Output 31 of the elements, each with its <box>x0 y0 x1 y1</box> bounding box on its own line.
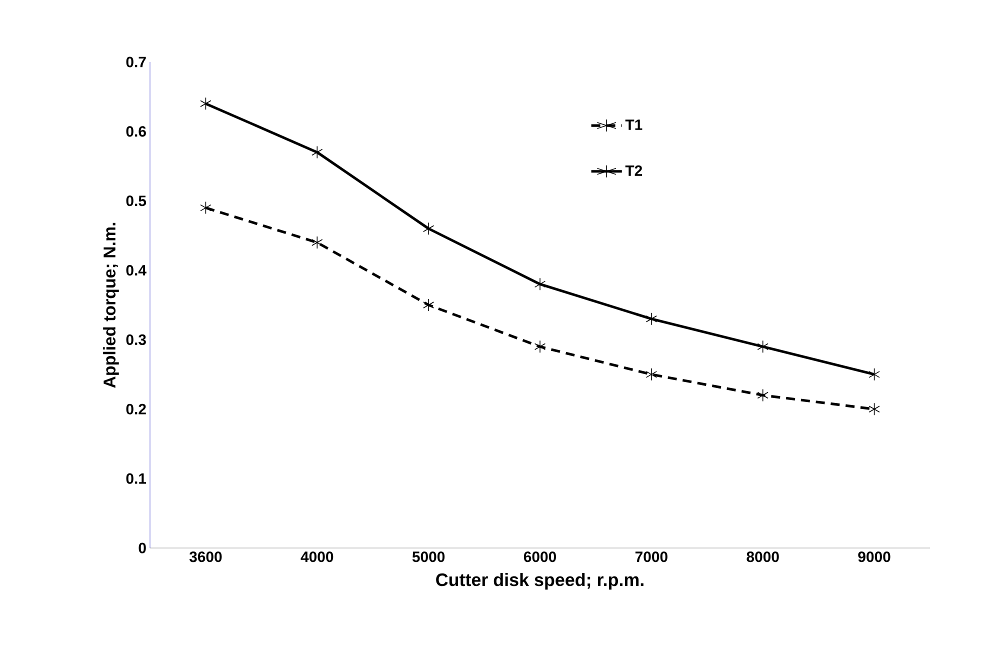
x-tick-label: 7000 <box>635 552 668 562</box>
point <box>312 236 323 249</box>
y-tick-label: 0.4 <box>126 264 146 276</box>
point <box>868 368 880 381</box>
y-tick-label: 0.6 <box>126 126 146 137</box>
legend-label: T2 <box>625 165 642 176</box>
x-tick-label: 5000 <box>412 552 445 562</box>
x-axis-title: Cutter disk speed; r.p.m. <box>436 572 644 590</box>
point <box>868 402 880 416</box>
x-tick-label: 8000 <box>746 552 779 562</box>
point <box>757 388 768 402</box>
point <box>646 368 658 381</box>
y-axis-title: Applied torque; N.m. <box>103 222 119 388</box>
point <box>422 298 434 312</box>
point <box>534 340 546 354</box>
y-tick-label: 0 <box>138 542 146 554</box>
point <box>646 312 658 326</box>
y-tick-label: 0.7 <box>126 56 146 68</box>
y-tick-label: 0.3 <box>126 334 146 346</box>
y-tick-label: 0.5 <box>126 196 146 206</box>
point <box>200 97 212 110</box>
legend-label: T1 <box>625 120 642 130</box>
point <box>200 201 212 214</box>
x-tick-label: 9000 <box>858 552 890 562</box>
y-tick-label: 0.2 <box>126 404 146 414</box>
x-tick-label: 6000 <box>524 552 556 562</box>
point <box>312 146 323 159</box>
x-tick-label: 4000 <box>300 552 334 562</box>
y-tick-label: 0.1 <box>126 473 146 484</box>
x-tick-label: 3600 <box>189 552 222 562</box>
point <box>757 340 768 354</box>
